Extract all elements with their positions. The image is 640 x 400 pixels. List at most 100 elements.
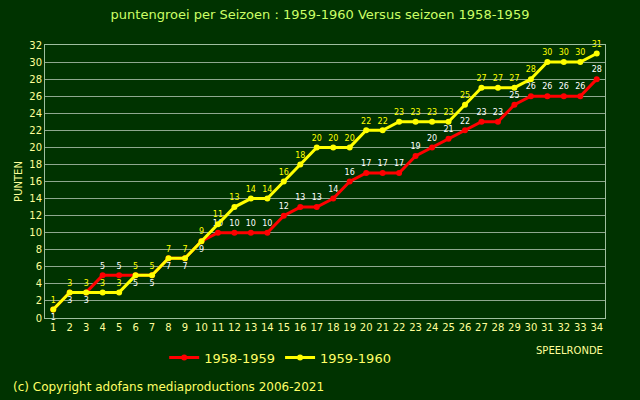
svg-text:26: 26 xyxy=(526,82,536,91)
svg-text:25: 25 xyxy=(509,91,519,100)
svg-text:24: 24 xyxy=(29,108,42,119)
svg-text:28: 28 xyxy=(492,322,505,333)
svg-text:20: 20 xyxy=(427,134,437,143)
svg-text:3: 3 xyxy=(84,296,89,305)
svg-text:1: 1 xyxy=(51,296,56,305)
svg-text:27: 27 xyxy=(509,74,519,83)
svg-text:26: 26 xyxy=(559,82,569,91)
svg-text:7: 7 xyxy=(182,245,187,254)
svg-text:9: 9 xyxy=(182,322,188,333)
svg-text:22: 22 xyxy=(361,117,371,126)
svg-text:23: 23 xyxy=(394,108,404,117)
svg-text:1: 1 xyxy=(51,313,56,322)
svg-text:11: 11 xyxy=(213,210,223,219)
svg-text:19: 19 xyxy=(343,322,356,333)
svg-text:32: 32 xyxy=(557,322,570,333)
svg-text:29: 29 xyxy=(508,322,521,333)
svg-text:19: 19 xyxy=(410,142,420,151)
svg-text:12: 12 xyxy=(228,322,241,333)
svg-text:9: 9 xyxy=(199,245,204,254)
svg-text:14: 14 xyxy=(262,185,272,194)
svg-text:18: 18 xyxy=(29,159,42,170)
svg-text:3: 3 xyxy=(67,279,72,288)
svg-text:33: 33 xyxy=(574,322,587,333)
svg-text:7: 7 xyxy=(149,322,155,333)
svg-text:5: 5 xyxy=(133,279,138,288)
svg-text:17: 17 xyxy=(378,159,388,168)
svg-text:22: 22 xyxy=(378,117,388,126)
svg-text:1: 1 xyxy=(50,322,56,333)
svg-text:17: 17 xyxy=(394,159,404,168)
svg-text:28: 28 xyxy=(29,74,42,85)
svg-text:9: 9 xyxy=(199,227,204,236)
svg-text:27: 27 xyxy=(493,74,503,83)
svg-text:10: 10 xyxy=(29,227,42,238)
svg-text:15: 15 xyxy=(277,322,290,333)
svg-text:1958-1959: 1958-1959 xyxy=(204,351,275,366)
svg-text:10: 10 xyxy=(229,219,239,228)
svg-text:26: 26 xyxy=(575,82,585,91)
svg-text:7: 7 xyxy=(182,262,187,271)
svg-text:4: 4 xyxy=(99,322,105,333)
svg-text:5: 5 xyxy=(100,262,105,271)
svg-text:5: 5 xyxy=(150,262,155,271)
svg-text:30: 30 xyxy=(525,322,538,333)
svg-text:23: 23 xyxy=(493,108,503,117)
svg-text:24: 24 xyxy=(426,322,439,333)
svg-text:0: 0 xyxy=(36,313,42,324)
svg-text:PUNTEN: PUNTEN xyxy=(13,161,24,202)
svg-text:5: 5 xyxy=(150,279,155,288)
svg-text:3: 3 xyxy=(100,279,105,288)
svg-text:puntengroei per Seizoen : 1959: puntengroei per Seizoen : 1959-1960 Vers… xyxy=(111,7,530,22)
svg-text:2: 2 xyxy=(67,322,73,333)
svg-text:10: 10 xyxy=(195,322,208,333)
svg-text:16: 16 xyxy=(345,168,355,177)
svg-text:16: 16 xyxy=(294,322,307,333)
svg-text:30: 30 xyxy=(29,57,42,68)
svg-text:25: 25 xyxy=(442,322,455,333)
svg-text:30: 30 xyxy=(575,48,585,57)
svg-text:21: 21 xyxy=(443,125,453,134)
svg-text:6: 6 xyxy=(36,261,42,272)
svg-text:3: 3 xyxy=(67,296,72,305)
svg-text:SPEELRONDE: SPEELRONDE xyxy=(536,345,603,356)
svg-text:5: 5 xyxy=(133,262,138,271)
svg-text:22: 22 xyxy=(460,117,470,126)
svg-text:6: 6 xyxy=(132,322,138,333)
svg-text:8: 8 xyxy=(165,322,171,333)
svg-text:23: 23 xyxy=(427,108,437,117)
svg-text:23: 23 xyxy=(410,108,420,117)
svg-text:18: 18 xyxy=(295,151,305,160)
svg-text:14: 14 xyxy=(29,193,42,204)
svg-text:23: 23 xyxy=(443,108,453,117)
svg-text:1959-1960: 1959-1960 xyxy=(320,351,391,366)
svg-text:17: 17 xyxy=(361,159,371,168)
svg-text:10: 10 xyxy=(262,219,272,228)
svg-text:20: 20 xyxy=(29,142,42,153)
svg-text:20: 20 xyxy=(312,134,322,143)
svg-text:12: 12 xyxy=(279,202,289,211)
svg-text:26: 26 xyxy=(29,91,42,102)
svg-text:21: 21 xyxy=(376,322,389,333)
svg-text:10: 10 xyxy=(213,219,223,228)
svg-text:13: 13 xyxy=(312,193,322,202)
svg-text:20: 20 xyxy=(360,322,373,333)
svg-text:2: 2 xyxy=(36,295,42,306)
svg-text:5: 5 xyxy=(117,262,122,271)
svg-text:30: 30 xyxy=(559,48,569,57)
svg-text:27: 27 xyxy=(475,322,488,333)
svg-text:3: 3 xyxy=(83,322,89,333)
svg-text:14: 14 xyxy=(328,185,338,194)
svg-text:28: 28 xyxy=(526,65,536,74)
svg-text:26: 26 xyxy=(459,322,472,333)
svg-text:31: 31 xyxy=(592,40,602,49)
svg-text:25: 25 xyxy=(460,91,470,100)
svg-text:17: 17 xyxy=(310,322,323,333)
svg-text:3: 3 xyxy=(117,279,122,288)
svg-text:4: 4 xyxy=(36,278,42,289)
svg-text:7: 7 xyxy=(166,245,171,254)
svg-text:13: 13 xyxy=(229,193,239,202)
svg-text:8: 8 xyxy=(36,244,42,255)
svg-text:7: 7 xyxy=(166,262,171,271)
svg-text:20: 20 xyxy=(345,134,355,143)
